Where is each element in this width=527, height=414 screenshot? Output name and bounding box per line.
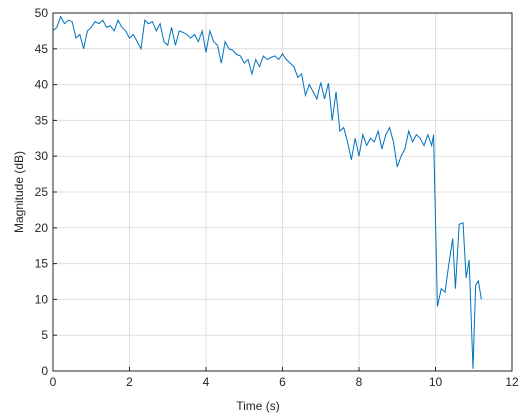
y-tick-label: 20 [35, 221, 49, 235]
y-axis-label: Magnitude (dB) [12, 151, 26, 233]
y-tick-label: 15 [35, 257, 49, 271]
y-tick-label: 50 [35, 6, 49, 20]
y-tick-label: 0 [41, 364, 48, 378]
y-tick-label: 25 [35, 185, 49, 199]
x-tick-label: 12 [505, 375, 519, 389]
x-tick-label: 0 [50, 375, 57, 389]
y-tick-label: 45 [35, 42, 49, 56]
y-tick-label: 10 [35, 292, 49, 306]
data-line [52, 15, 482, 369]
y-tick-label: 5 [41, 328, 48, 342]
y-tick-label: 30 [35, 149, 49, 163]
y-tick-label: 40 [35, 78, 49, 92]
plot-frame [52, 12, 513, 372]
x-tick-label: 2 [126, 375, 133, 389]
x-tick-label: 6 [279, 375, 286, 389]
x-tick-label: 10 [429, 375, 443, 389]
x-tick-label: 4 [203, 375, 210, 389]
x-axis-label: Time (s) [236, 399, 280, 413]
y-tick-label: 35 [35, 113, 49, 127]
x-tick-label: 8 [356, 375, 363, 389]
